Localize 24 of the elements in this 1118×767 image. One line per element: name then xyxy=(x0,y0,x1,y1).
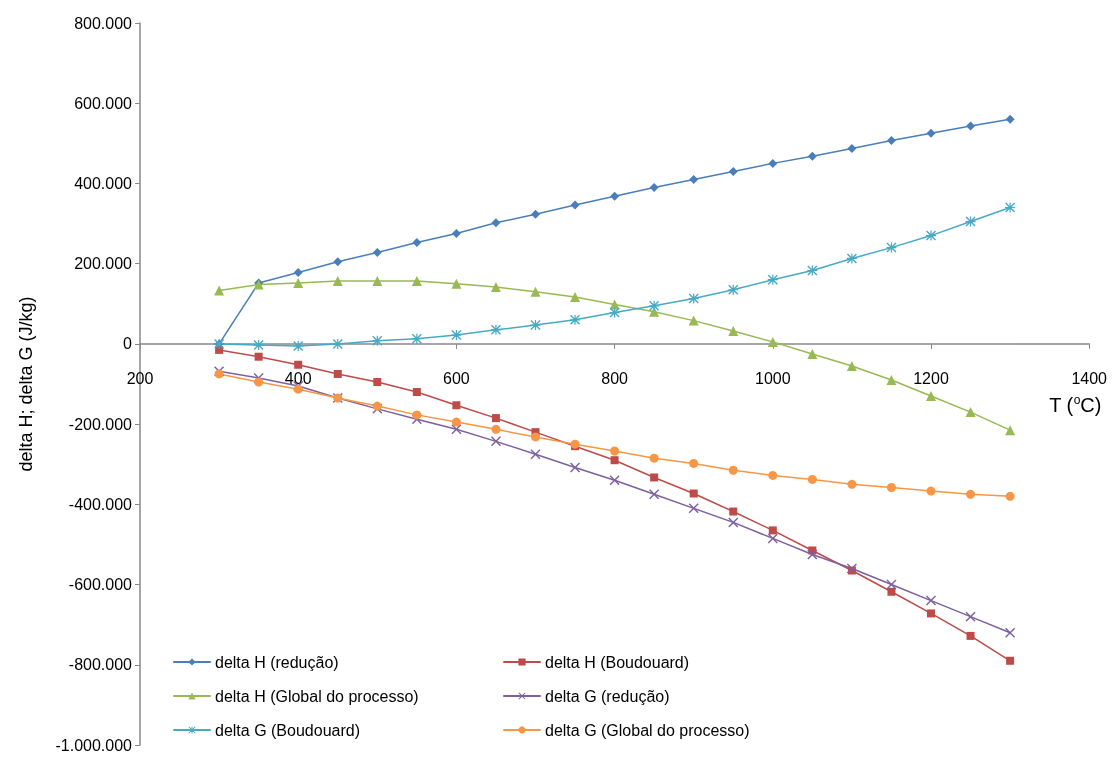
y-tick-label: -600.000 xyxy=(68,576,133,594)
legend-label: delta G (redução) xyxy=(545,687,670,705)
y-tick-label: -400.000 xyxy=(68,495,133,513)
x-tick-label: 800 xyxy=(601,370,629,388)
legend-label: delta H (redução) xyxy=(215,653,339,671)
legend-label: delta G (Global do processo) xyxy=(545,721,750,739)
y-tick-label: 200.000 xyxy=(74,255,133,273)
y-tick-label: -1.000.000 xyxy=(55,736,133,754)
legend-label: delta H (Global do processo) xyxy=(215,687,419,705)
legend-label: delta H (Boudouard) xyxy=(545,653,690,671)
legend-label: delta G (Boudouard) xyxy=(215,721,360,739)
y-tick-label: 800.000 xyxy=(74,14,133,32)
y-tick-label: -800.000 xyxy=(68,656,133,674)
y-tick-label: 400.000 xyxy=(74,174,133,192)
y-axis-title: delta H; delta G (J/kg) xyxy=(16,296,36,472)
x-tick-label: 400 xyxy=(284,370,312,388)
x-tick-label: 1400 xyxy=(1071,370,1108,388)
y-tick-label: 600.000 xyxy=(74,94,133,112)
y-tick-label: -200.000 xyxy=(68,415,133,433)
x-tick-label: 1000 xyxy=(755,370,791,388)
y-tick-label: 0 xyxy=(123,335,133,353)
x-tick-label: 1200 xyxy=(913,370,949,388)
x-tick-label: 200 xyxy=(126,370,154,388)
x-tick-label: 600 xyxy=(443,370,470,388)
